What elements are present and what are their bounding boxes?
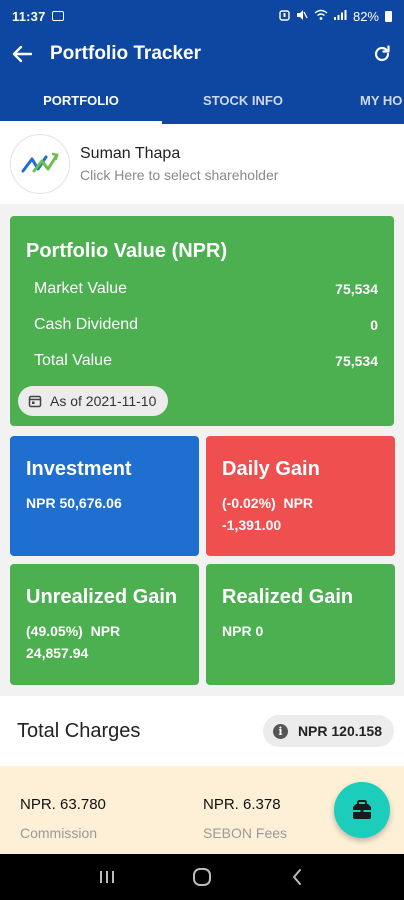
back-button[interactable] (0, 32, 44, 76)
sebon-fee-label: SEBON Fees (203, 825, 288, 841)
tab-portfolio[interactable]: PORTFOLIO (0, 76, 162, 124)
shareholder-hint: Click Here to select shareholder (80, 167, 279, 183)
recent-apps-icon (100, 871, 115, 883)
signal-icon (333, 9, 347, 24)
avatar (10, 134, 70, 194)
toolbox-fab-button[interactable] (334, 782, 390, 838)
mute-icon (296, 9, 308, 24)
portfolio-value-title: Portfolio Value (NPR) (26, 240, 228, 262)
total-value-row: Total Value 75,534 (34, 350, 378, 372)
daily-gain-card: Daily Gain (-0.02%) NPR -1,391.00 (206, 436, 395, 556)
as-of-date-text: As of 2021-11-10 (50, 393, 157, 409)
cash-dividend-label: Cash Dividend (34, 316, 139, 333)
total-charges-chip[interactable]: i NPR 120.158 (262, 715, 394, 747)
toolbox-icon (352, 800, 372, 819)
alarm-icon (279, 9, 290, 24)
total-charges-value: NPR 120.158 (297, 723, 382, 739)
unrealized-gain-percent: (49.05%) NPR (26, 623, 121, 639)
market-value-row: Market Value 75,534 (34, 278, 378, 300)
page-title: Portfolio Tracker (50, 43, 201, 64)
daily-gain-title: Daily Gain (222, 458, 320, 480)
sebon-fee: NPR. 6.378 SEBON Fees (203, 796, 287, 841)
as-of-date-chip[interactable]: As of 2021-11-10 (18, 386, 169, 416)
daily-gain-value: (-0.02%) NPR -1,391.00 (222, 492, 313, 536)
commission-label: Commission (20, 825, 98, 841)
total-charges-title: Total Charges (17, 719, 141, 742)
unrealized-gain-title: Unrealized Gain (26, 586, 178, 608)
tab-my-holdings[interactable]: MY HO (360, 92, 403, 108)
back-nav-button[interactable] (277, 857, 317, 897)
realized-gain-card: Realized Gain NPR 0 (206, 564, 395, 685)
info-icon: i (272, 723, 288, 739)
fees-breakdown: NPR. 63.780 Commission NPR. 6.378 SEBON … (0, 766, 404, 854)
refresh-icon (374, 45, 390, 62)
market-value-value: 75,534 (335, 281, 378, 297)
shareholder-selector[interactable]: Suman Thapa Click Here to select shareho… (0, 124, 404, 204)
app-bar: Portfolio Tracker (0, 32, 404, 76)
app-logo-icon (21, 152, 59, 173)
realized-gain-title: Realized Gain (222, 586, 354, 608)
battery-percent: 82% (352, 8, 379, 24)
unrealized-gain-amount: 24,857.94 (26, 645, 89, 661)
tab-stock-info[interactable]: STOCK INFO (203, 92, 283, 108)
total-value-value: 75,534 (335, 353, 378, 369)
commission-value: NPR. 63.780 (20, 796, 106, 813)
calendar-icon (28, 394, 42, 408)
realized-gain-value: NPR 0 (222, 623, 264, 639)
status-time: 11:37 (12, 8, 46, 24)
status-bar: 11:37 82% (0, 0, 404, 32)
cash-dividend-value: 0 (370, 317, 378, 333)
daily-gain-amount: -1,391.00 (222, 517, 282, 533)
investment-value: NPR 50,676.06 (26, 495, 122, 511)
chevron-left-icon (292, 869, 301, 885)
total-charges-section: Total Charges i NPR 120.158 (0, 696, 404, 766)
recent-apps-button[interactable] (87, 857, 127, 897)
market-value-label: Market Value (34, 280, 128, 297)
unrealized-gain-card: Unrealized Gain (49.05%) NPR 24,857.94 (10, 564, 199, 685)
shareholder-name: Suman Thapa (80, 145, 181, 162)
home-icon (192, 868, 211, 886)
arrow-left-icon (12, 45, 32, 63)
sebon-fee-value: NPR. 6.378 (203, 796, 281, 813)
tab-bar: PORTFOLIO STOCK INFO MY HO (0, 76, 404, 124)
home-button[interactable] (182, 857, 222, 897)
gallery-notification-icon (51, 11, 64, 21)
investment-card: Investment NPR 50,676.06 (10, 436, 199, 556)
battery-icon (385, 10, 392, 22)
wifi-icon (314, 9, 328, 24)
system-nav-bar (0, 854, 404, 900)
unrealized-gain-value: (49.05%) NPR 24,857.94 (26, 620, 120, 664)
refresh-button[interactable] (360, 32, 404, 76)
cash-dividend-row: Cash Dividend 0 (34, 314, 378, 336)
investment-title: Investment (26, 458, 132, 480)
total-value-label: Total Value (34, 352, 112, 369)
commission-fee: NPR. 63.780 Commission (20, 796, 106, 841)
daily-gain-percent: (-0.02%) NPR (222, 495, 314, 511)
portfolio-value-card: Portfolio Value (NPR) Market Value 75,53… (10, 216, 394, 426)
